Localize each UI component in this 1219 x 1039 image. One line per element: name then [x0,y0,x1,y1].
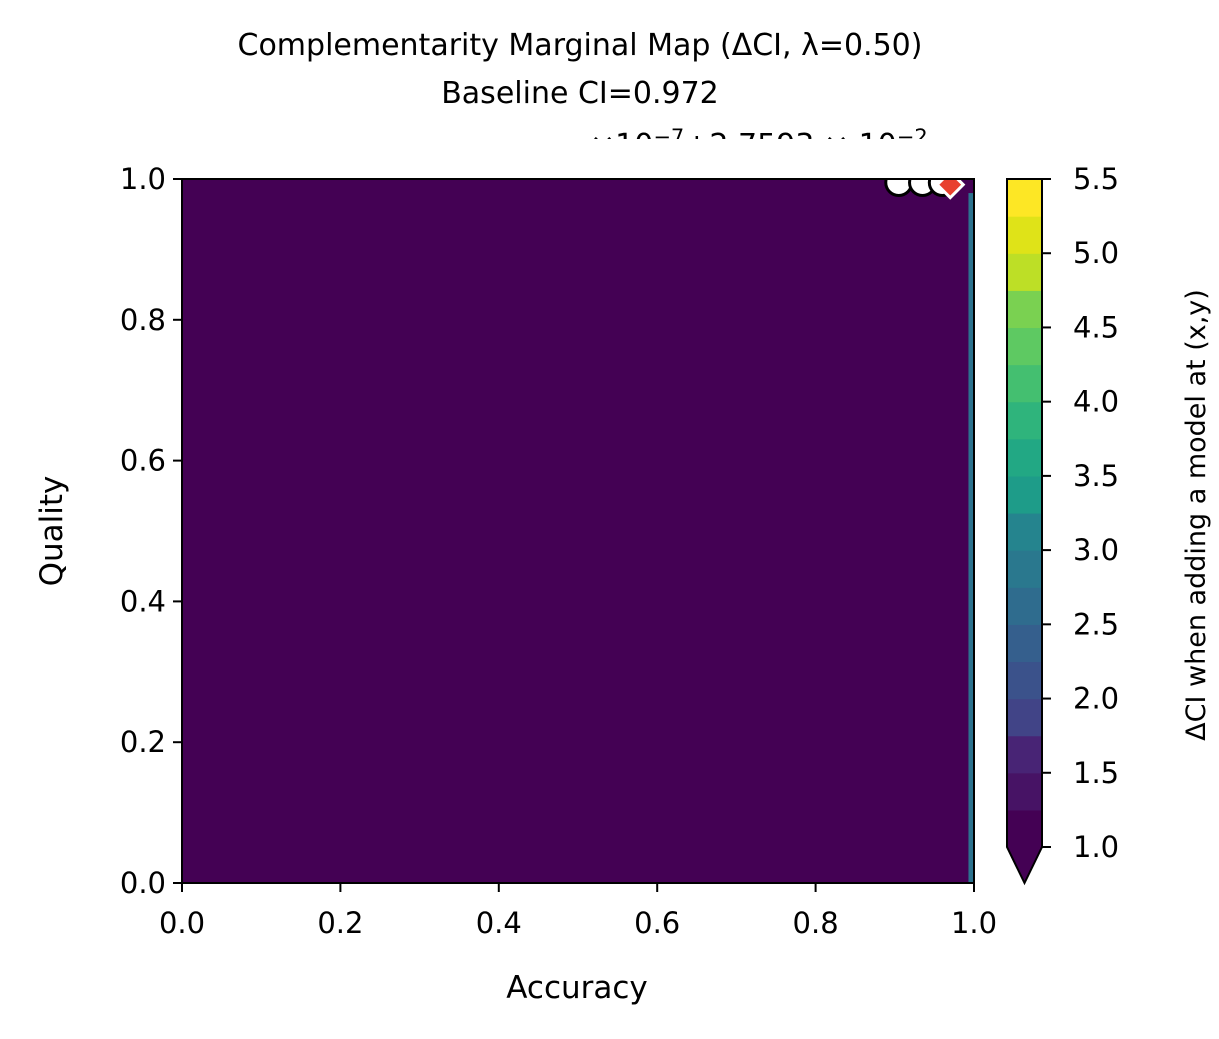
colorbar-band-7 [1007,550,1042,588]
y-axis-label: Quality [34,476,70,587]
colorbar-tick-label-7: 4.5 [1073,310,1119,344]
x-axis-label: Accuracy [506,970,648,1006]
colorbar-band-5 [1007,624,1042,663]
heatmap-edge-band [968,193,974,883]
chart-title: Complementarity Marginal Map (ΔCI, λ=0.5… [237,28,923,63]
colorbar-band-17 [1007,179,1042,217]
y-tick-label-5: 1.0 [120,162,166,196]
colorbar-band-12 [1007,364,1042,403]
y-tick-label-3: 0.6 [120,444,166,478]
colorbar: 1.0 1.5 2.0 2.5 3.0 3.5 4.0 4.5 5.0 5.5 [1006,162,1119,886]
colorbar-extend-min [1007,847,1042,883]
plot-top-clip [180,139,1012,179]
chart-subtitle: Baseline CI=0.972 [441,76,719,111]
x-tick-label-0: 0.0 [159,906,205,940]
colorbar-tick-label-8: 5.0 [1073,236,1119,270]
x-tick-label-3: 0.6 [634,906,680,940]
colorbar-band-0 [1007,809,1042,848]
colorbar-frame [1006,178,1043,886]
y-tick-label-2: 0.4 [120,584,166,618]
colorbar-tick-label-9: 5.5 [1073,162,1119,196]
colorbar-band-4 [1007,661,1042,700]
y-axis: 0.0 0.2 0.4 0.6 0.8 1.0 [120,162,182,900]
x-tick-label-1: 0.2 [317,906,363,940]
colorbar-tick-label-3: 2.5 [1073,607,1119,641]
colorbar-tick-label-6: 4.0 [1073,385,1119,419]
colorbar-tick-label-1: 1.5 [1073,756,1119,790]
colorbar-band-14 [1007,290,1042,329]
x-tick-label-2: 0.4 [476,906,522,940]
colorbar-band-16 [1007,216,1042,254]
x-axis: 0.0 0.2 0.4 0.6 0.8 1.0 [159,883,997,940]
y-tick-label-4: 0.8 [120,303,166,337]
plot-frame [181,178,975,884]
colorbar-tick-label-5: 3.5 [1073,459,1119,493]
colorbar-band-6 [1007,587,1042,625]
colorbar-label: ΔCI when adding a model at (x,y) [1181,289,1212,741]
colorbar-band-1 [1007,772,1042,811]
plot-area [180,139,1012,884]
colorbar-band-9 [1007,475,1042,514]
colorbar-band-10 [1007,438,1042,477]
colorbar-tick-label-2: 2.0 [1073,682,1119,716]
heatmap-fill [182,179,974,883]
colorbar-tick-label-0: 1.0 [1073,830,1119,864]
colorbar-band-13 [1007,327,1042,366]
colorbar-band-11 [1007,401,1042,440]
colorbar-band-3 [1007,698,1042,737]
colorbar-band-15 [1007,253,1042,291]
colorbar-band-2 [1007,735,1042,774]
x-tick-label-5: 1.0 [951,906,997,940]
colorbar-tick-label-4: 3.0 [1073,533,1119,567]
y-tick-label-1: 0.2 [120,725,166,759]
x-tick-label-4: 0.8 [793,906,839,940]
y-tick-label-0: 0.0 [120,866,166,900]
colorbar-band-8 [1007,513,1042,551]
